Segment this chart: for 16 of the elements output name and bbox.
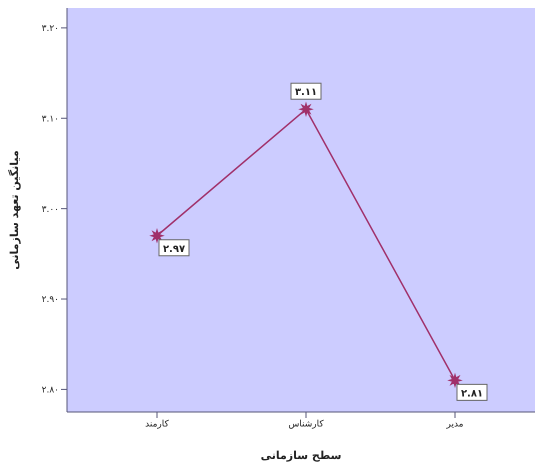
data-label: ۳.۱۱ xyxy=(294,87,318,98)
point xyxy=(150,229,164,242)
data-label: ۲.۹۷ xyxy=(162,244,186,255)
point xyxy=(300,102,312,116)
y-tick-label: ۳.۲۰ xyxy=(42,24,59,34)
data-label: ۲.۸۱ xyxy=(460,388,484,400)
x-tick-label: کارشناس xyxy=(288,419,324,430)
point xyxy=(448,374,462,387)
y-tick-label: ۲.۹۰ xyxy=(42,295,59,306)
y-tick-label: ۲.۸۰ xyxy=(42,386,59,396)
x-axis-title: سطح سازمانی xyxy=(260,449,342,462)
x-tick-label: مدیر xyxy=(445,419,464,430)
y-tick-label: ۳.۰۰ xyxy=(42,204,59,215)
y-tick-label: ۳.۱۰ xyxy=(42,114,59,124)
y-axis-title: میانگین تعهد سازمانی xyxy=(8,150,21,270)
x-tick-label: کارمند xyxy=(145,419,170,430)
